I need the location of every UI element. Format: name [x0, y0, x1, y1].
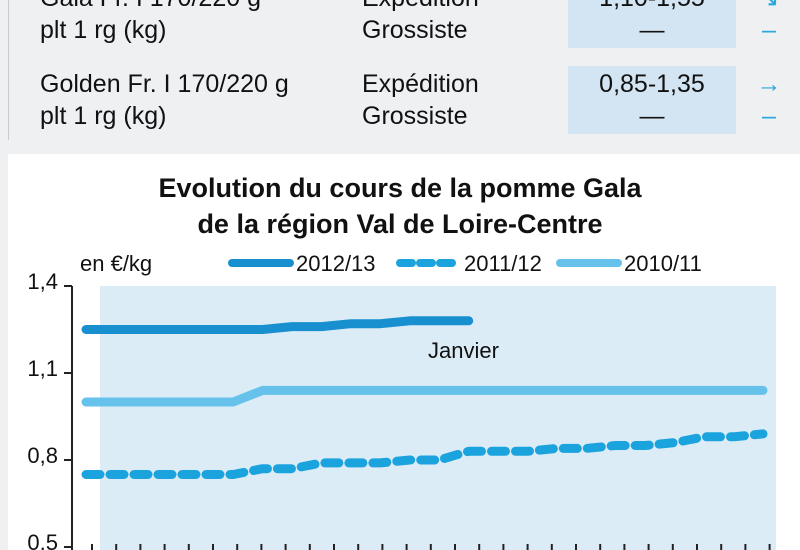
market-type-2: Grossiste	[362, 16, 468, 44]
price-range: 1,10-1,55	[568, 0, 736, 14]
price-grossiste: —	[639, 16, 665, 44]
y-axis-label: en €/kg	[80, 251, 152, 276]
trend-cell: → –	[738, 66, 800, 134]
table-left-rule	[8, 0, 9, 140]
table-row: Gala Fr. I 170/220 g plt 1 rg (kg) Expéd…	[26, 0, 800, 48]
legend-label-2012/13: 2012/13	[296, 251, 376, 276]
trend-flat-icon: –	[762, 16, 776, 44]
market-type-cell: Expédition Grossiste	[342, 0, 566, 48]
trend-flat-icon: –	[762, 102, 776, 130]
trend-down-icon: ↘	[738, 0, 800, 14]
product-packing: plt 1 rg (kg)	[40, 16, 167, 44]
trend-right-icon: →	[756, 70, 782, 98]
product-cell: Gala Fr. I 170/220 g plt 1 rg (kg)	[40, 0, 340, 48]
product-cell: Golden Fr. I 170/220 g plt 1 rg (kg)	[40, 66, 340, 134]
market-type-cell: Expédition Grossiste	[342, 66, 566, 134]
price-grossiste: —	[639, 102, 665, 130]
market-type-1: Expédition	[362, 0, 479, 14]
price-range: 0,85-1,35	[599, 70, 705, 98]
series-line-2012/13	[81, 316, 474, 334]
price-cell: 1,10-1,55 —	[568, 0, 736, 48]
price-cell: 0,85-1,35 —	[568, 66, 736, 134]
trend-cell: ↘ –	[738, 0, 800, 48]
y-tick-label: 1,1	[27, 356, 58, 381]
y-tick-label: 0,8	[27, 443, 58, 468]
table-row: Golden Fr. I 170/220 g plt 1 rg (kg) Exp…	[26, 66, 800, 134]
product-name: Golden Fr. I 170/220 g	[40, 70, 289, 98]
product-packing: plt 1 rg (kg)	[40, 102, 167, 130]
product-name: Gala Fr. I 170/220 g	[40, 0, 261, 14]
annotation-janvier: Janvier	[428, 338, 499, 363]
legend-label-2010/11: 2010/11	[624, 251, 702, 276]
chart-title: Evolution du cours de la pomme Gala	[158, 173, 642, 203]
series-line-2011/12	[81, 429, 768, 479]
series-line-2010/11	[81, 385, 768, 407]
y-tick-label: 0,5	[27, 530, 58, 550]
market-type-2: Grossiste	[362, 102, 468, 130]
y-tick-label: 1,4	[27, 269, 58, 294]
legend-label-2011/12: 2011/12	[464, 251, 542, 276]
market-type-1: Expédition	[362, 70, 479, 98]
price-table: Gala Fr. I 170/220 g plt 1 rg (kg) Expéd…	[0, 0, 800, 140]
chart-subtitle: de la région Val de Loire-Centre	[197, 209, 603, 239]
